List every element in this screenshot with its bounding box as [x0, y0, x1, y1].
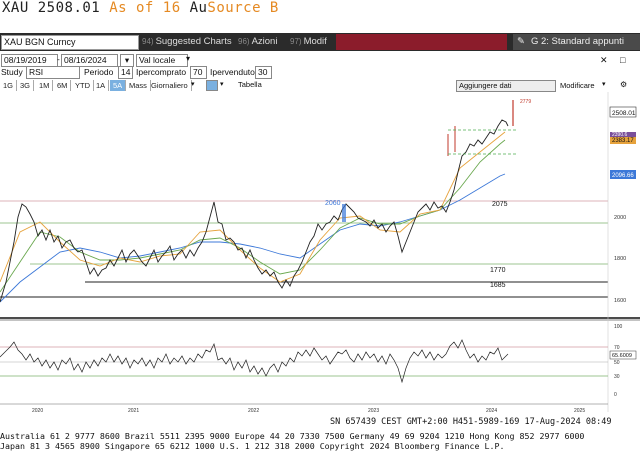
axis-1600: 1600: [614, 298, 626, 304]
rsi-line: [0, 339, 509, 384]
price-tag-current: 2508.01: [612, 110, 636, 117]
as-of: As of 16: [109, 0, 181, 16]
footer-contacts-2: Japan 81 3 4565 8900 Singapore 65 6212 1…: [0, 441, 505, 451]
tab-1m[interactable]: 1M: [36, 80, 54, 91]
tab-dropdown-icon[interactable]: ▾: [191, 81, 195, 88]
end-date-input[interactable]: 08/16/2024: [61, 54, 118, 67]
tab-ytd[interactable]: YTD: [72, 80, 94, 91]
currency-select[interactable]: Val locale: [136, 54, 188, 67]
x-label-2024: 2024: [486, 408, 497, 412]
ma-100-line: [0, 139, 506, 293]
table-button[interactable]: Tabella: [238, 80, 262, 89]
settings-icon[interactable]: ⚙: [620, 80, 628, 89]
btn3-label: Modif: [303, 36, 327, 47]
rsi-axis-50: 50: [614, 360, 620, 366]
price-tag-purple-bg: [610, 132, 636, 137]
tab-6m[interactable]: 6M: [54, 80, 72, 91]
price: 2508.01: [37, 0, 101, 16]
price-tag-bg: [609, 106, 637, 118]
overbought-label: Ipercomprato: [136, 67, 187, 77]
price-tag-orange-bg: [610, 136, 636, 144]
price-tag-blue-bg: [610, 170, 636, 179]
price-tag-2390: 2390.6: [612, 132, 628, 138]
blue-marker: [342, 204, 346, 222]
title-input-bar[interactable]: [336, 34, 507, 50]
currency-dropdown-icon[interactable]: ▾: [186, 54, 191, 63]
oversold-input[interactable]: 30: [255, 66, 272, 79]
tab-giornaliero[interactable]: Giornaliero: [148, 80, 192, 91]
status-line: SN 657439 CEST GMT+2:00 H451-5989-169 17…: [330, 417, 612, 427]
study-label: Study: [1, 67, 23, 77]
rsi-tag-bg: [609, 350, 637, 360]
oversold-label: Ipervenduto: [210, 67, 255, 77]
period-input[interactable]: 14: [118, 66, 133, 79]
rsi-axis-0: 0: [614, 392, 617, 398]
close-icon[interactable]: ✕: [600, 55, 608, 65]
security-field[interactable]: XAU BGN Curncy: [1, 35, 139, 50]
edit-icon: ✎: [517, 36, 525, 47]
footer-contacts-1: Australia 61 2 9777 8600 Brazil 5511 239…: [0, 431, 585, 441]
title-bar: XAU 2508.01 As of 16 AuSource B: [0, 0, 640, 20]
minimize-icon[interactable]: □: [620, 55, 626, 65]
tab-1g[interactable]: 1G: [0, 80, 18, 91]
tab-1a[interactable]: 1A: [93, 80, 110, 91]
title-text: XAU 2508.01 As of 16 AuSource B: [2, 0, 279, 16]
rsi-axis-30: 30: [614, 374, 620, 380]
period-label: Periodo: [84, 67, 114, 77]
price-tag-2096: 2096.66: [612, 173, 634, 179]
annotation-2779: 2779: [520, 99, 531, 105]
x-label-2021: 2021: [128, 408, 139, 412]
add-data-button[interactable]: Aggiungere dati: [456, 80, 556, 92]
modify-dropdown-icon[interactable]: ▾: [602, 81, 606, 88]
modify-button[interactable]: Modificare: [560, 81, 595, 90]
annotation-2060: 2060: [325, 200, 341, 207]
study-select[interactable]: RSI: [26, 66, 80, 79]
btn2-label: Azioni: [251, 36, 278, 47]
rsi-axis-100: 100: [614, 324, 623, 330]
ma-50-line: [0, 131, 506, 283]
btn2-num: 96): [238, 37, 250, 46]
x-label-2020: 2020: [32, 408, 43, 412]
overbought-input[interactable]: 70: [190, 66, 207, 79]
source-text: Source B: [207, 0, 279, 16]
btn1-num: 94): [142, 37, 154, 46]
au-text: Au: [189, 0, 208, 16]
x-label-2025: 2025: [574, 408, 585, 412]
tab-3g[interactable]: 3G: [17, 80, 35, 91]
chart-background: [0, 92, 640, 412]
modif-button[interactable]: 97) Modif: [290, 34, 327, 50]
price-tag-2383: 2383.17: [612, 138, 634, 144]
g2-chart-label[interactable]: ✎ G 2: Standard appunti: [513, 34, 640, 50]
g2-text: G 2: Standard appunti: [530, 36, 624, 47]
suggested-charts-button[interactable]: 94) Suggested Charts: [142, 34, 232, 50]
line-type-button[interactable]: [206, 80, 218, 91]
line-type-dropdown-icon[interactable]: ▾: [220, 81, 224, 88]
btn1-label: Suggested Charts: [155, 36, 232, 47]
axis-2000: 2000: [614, 215, 626, 221]
ticker: XAU: [2, 0, 29, 16]
azioni-button[interactable]: 96) Azioni: [238, 34, 277, 50]
toolbar: XAU BGN Curncy 94) Suggested Charts 96) Az…: [0, 33, 640, 51]
price-line: [0, 119, 509, 303]
annotation-1685: 1685: [490, 282, 506, 289]
rsi-tag-current: 65.6009: [612, 353, 632, 359]
rsi-axis-70: 70: [614, 345, 620, 351]
x-label-2022: 2022: [248, 408, 259, 412]
annotation-2075: 2075: [492, 201, 508, 208]
btn3-num: 97): [290, 37, 302, 46]
date-dash: -: [57, 54, 60, 64]
annotation-1770: 1770: [490, 267, 506, 274]
axis-1800: 1800: [614, 256, 626, 262]
price-chart[interactable]: 2060 2075 1770 1685 2779 2508.01 2383.17…: [0, 92, 640, 412]
tab-mass[interactable]: Mass: [126, 80, 151, 91]
tab-5a[interactable]: 5A: [110, 80, 127, 91]
x-label-2023: 2023: [368, 408, 379, 412]
